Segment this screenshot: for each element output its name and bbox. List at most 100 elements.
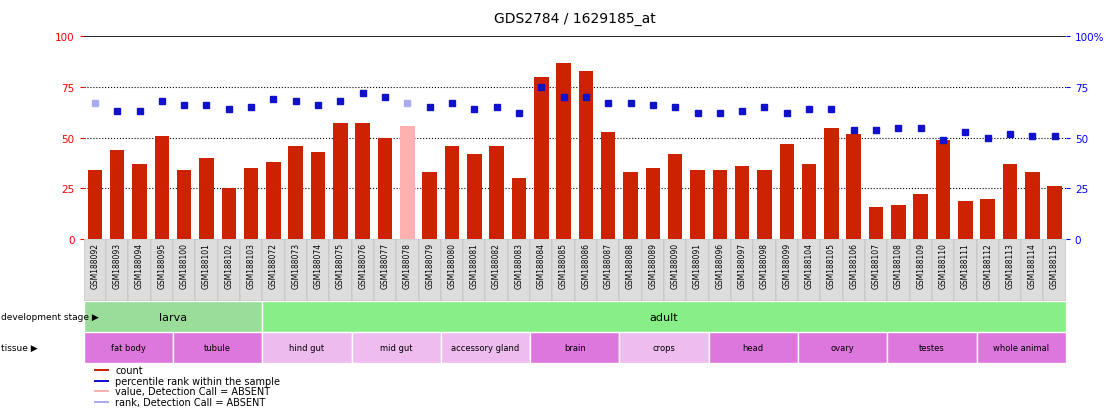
- Text: count: count: [115, 365, 143, 375]
- Bar: [310, 152, 325, 240]
- Text: tubule: tubule: [204, 344, 231, 352]
- Bar: [199, 159, 213, 240]
- Bar: [1047, 187, 1061, 240]
- Bar: [530, 332, 619, 363]
- Bar: [824, 128, 838, 240]
- Bar: [712, 171, 727, 240]
- Bar: [865, 240, 887, 301]
- Bar: [84, 301, 262, 332]
- Bar: [195, 240, 218, 301]
- Bar: [575, 240, 597, 301]
- Text: hind gut: hind gut: [289, 344, 325, 352]
- Text: GSM188082: GSM188082: [492, 243, 501, 288]
- Text: percentile rank within the sample: percentile rank within the sample: [115, 376, 280, 386]
- Bar: [377, 138, 392, 240]
- Bar: [954, 240, 976, 301]
- Bar: [891, 205, 905, 240]
- Text: GSM188079: GSM188079: [425, 243, 434, 289]
- Bar: [106, 240, 128, 301]
- Text: GSM188073: GSM188073: [291, 243, 300, 289]
- Text: adult: adult: [650, 312, 679, 322]
- Bar: [489, 147, 503, 240]
- Text: value, Detection Call = ABSENT: value, Detection Call = ABSENT: [115, 387, 270, 396]
- Bar: [846, 134, 860, 240]
- Bar: [776, 240, 798, 301]
- Bar: [441, 240, 463, 301]
- Text: crops: crops: [653, 344, 675, 352]
- Bar: [154, 136, 169, 240]
- Text: mid gut: mid gut: [379, 344, 413, 352]
- Bar: [731, 240, 753, 301]
- Text: GSM188095: GSM188095: [157, 243, 166, 289]
- Bar: [999, 240, 1021, 301]
- Bar: [734, 167, 749, 240]
- Text: GSM188078: GSM188078: [403, 243, 412, 289]
- Bar: [333, 124, 347, 240]
- Text: rank, Detection Call = ABSENT: rank, Detection Call = ABSENT: [115, 397, 266, 407]
- Bar: [887, 332, 976, 363]
- Bar: [444, 147, 459, 240]
- Bar: [485, 240, 508, 301]
- Text: head: head: [743, 344, 763, 352]
- Text: GSM188088: GSM188088: [626, 243, 635, 288]
- Text: GSM188089: GSM188089: [648, 243, 657, 289]
- Bar: [887, 240, 910, 301]
- Bar: [87, 171, 102, 240]
- Bar: [556, 64, 570, 240]
- Bar: [396, 240, 418, 301]
- Bar: [709, 240, 731, 301]
- Text: GSM188106: GSM188106: [849, 243, 858, 289]
- Text: whole animal: whole animal: [993, 344, 1049, 352]
- Text: GSM188076: GSM188076: [358, 243, 367, 289]
- Text: GSM188098: GSM188098: [760, 243, 769, 289]
- Text: development stage ▶: development stage ▶: [1, 313, 99, 321]
- Bar: [355, 124, 369, 240]
- Bar: [753, 240, 776, 301]
- Text: GSM188074: GSM188074: [314, 243, 323, 289]
- Text: GSM188093: GSM188093: [113, 243, 122, 289]
- Bar: [288, 147, 302, 240]
- Text: testes: testes: [918, 344, 945, 352]
- Bar: [463, 240, 485, 301]
- Text: GSM188081: GSM188081: [470, 243, 479, 288]
- Bar: [240, 240, 262, 301]
- Bar: [94, 390, 109, 392]
- Bar: [578, 71, 593, 240]
- Bar: [262, 301, 1066, 332]
- Text: GSM188108: GSM188108: [894, 243, 903, 288]
- Bar: [932, 240, 954, 301]
- Text: GSM188094: GSM188094: [135, 243, 144, 289]
- Text: GSM188099: GSM188099: [782, 243, 791, 289]
- Text: GSM188107: GSM188107: [872, 243, 881, 289]
- Text: GSM188104: GSM188104: [805, 243, 814, 289]
- Bar: [935, 140, 950, 240]
- Text: accessory gland: accessory gland: [451, 344, 520, 352]
- Bar: [1043, 240, 1066, 301]
- Bar: [868, 207, 883, 240]
- Bar: [709, 332, 798, 363]
- Bar: [441, 332, 530, 363]
- Bar: [552, 240, 575, 301]
- Bar: [262, 240, 285, 301]
- Text: brain: brain: [564, 344, 586, 352]
- Text: GSM188102: GSM188102: [224, 243, 233, 288]
- Text: GSM188114: GSM188114: [1028, 243, 1037, 288]
- Bar: [508, 240, 530, 301]
- Bar: [262, 332, 352, 363]
- Bar: [533, 78, 548, 240]
- Bar: [422, 173, 436, 240]
- Text: GSM188097: GSM188097: [738, 243, 747, 289]
- Bar: [686, 240, 709, 301]
- Bar: [418, 240, 441, 301]
- Bar: [530, 240, 552, 301]
- Bar: [642, 240, 664, 301]
- Bar: [94, 401, 109, 403]
- Text: larva: larva: [158, 312, 187, 322]
- Bar: [667, 154, 682, 240]
- Bar: [176, 171, 192, 240]
- Text: GSM188072: GSM188072: [269, 243, 278, 289]
- Bar: [109, 150, 125, 240]
- Bar: [329, 240, 352, 301]
- Text: GSM188085: GSM188085: [559, 243, 568, 289]
- Text: GSM188111: GSM188111: [961, 243, 970, 288]
